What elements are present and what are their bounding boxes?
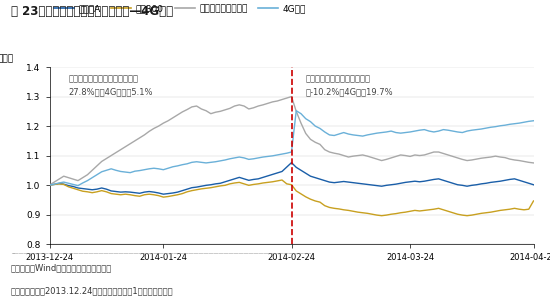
Text: 数据来源：Wind，广发证券发展研究中心: 数据来源：Wind，广发证券发展研究中心	[11, 264, 112, 273]
Text: 春季躁动后期，互联网传媒张
幅-10.2%，4G上涨19.7%: 春季躁动后期，互联网传媒张 幅-10.2%，4G上涨19.7%	[306, 74, 393, 97]
Text: （点）: （点）	[0, 55, 14, 63]
Text: ────────────────────────────────────────────────────────────────────────────────: ────────────────────────────────────────…	[11, 252, 311, 256]
Text: 备注：各指数以2013.12.24作为基期，基点为1，计算指数走势: 备注：各指数以2013.12.24作为基期，基点为1，计算指数走势	[11, 287, 174, 296]
Legend: 万得全A, 沪深300, 互联网传媒精选指数, 4G指数: 万得全A, 沪深300, 互联网传媒精选指数, 4G指数	[54, 4, 306, 13]
Text: 图 23：春季躁动期间，互联网传媒—4G指数: 图 23：春季躁动期间，互联网传媒—4G指数	[11, 5, 173, 18]
Text: 春季躁动初期，互联网传媒上涨
27.8%，而4G仅上涨5.1%: 春季躁动初期，互联网传媒上涨 27.8%，而4G仅上涨5.1%	[69, 74, 153, 97]
